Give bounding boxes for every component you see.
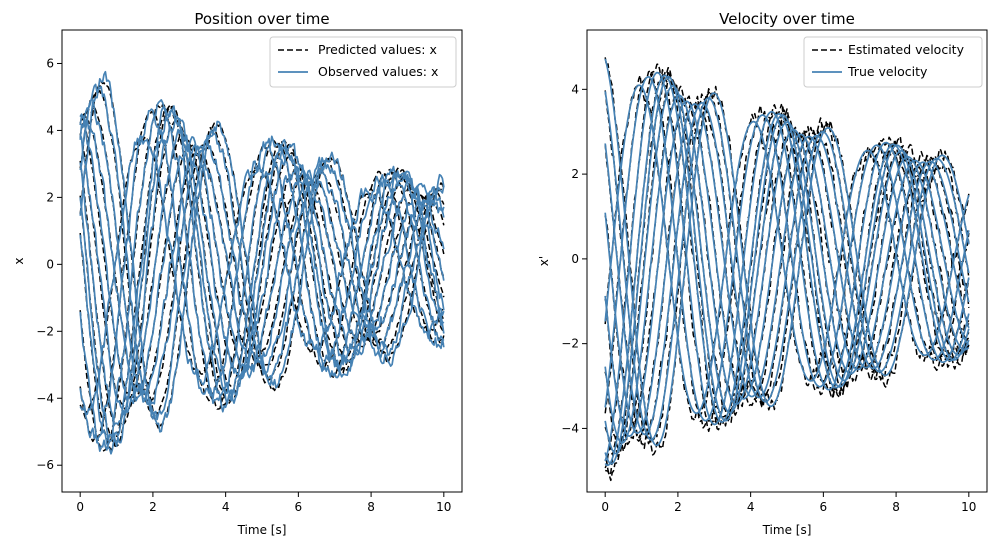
solid-series-line bbox=[604, 71, 970, 462]
velocity-chart-frame bbox=[586, 29, 988, 493]
solid-series-line bbox=[604, 75, 970, 422]
position-chart-title: Position over time bbox=[194, 10, 329, 28]
solid-series-line bbox=[79, 117, 445, 427]
solid-series-line bbox=[79, 105, 445, 455]
y-tick-label: 0 bbox=[46, 257, 54, 271]
position-chart-legend: Predicted values: x Observed values: x bbox=[269, 36, 457, 88]
position-legend-box bbox=[269, 36, 457, 88]
solid-series-line bbox=[79, 126, 445, 416]
y-tick-label: −2 bbox=[36, 324, 54, 338]
solid-series-line bbox=[79, 70, 445, 433]
x-tick-label: 4 bbox=[747, 500, 755, 514]
x-tick-label: 10 bbox=[961, 500, 976, 514]
y-tick-label: −4 bbox=[561, 421, 579, 435]
x-tick-label: 0 bbox=[601, 500, 609, 514]
velocity-chart-ticks: 0 2 4 6 8 10 −4 −2 0 2 4 bbox=[561, 82, 976, 514]
y-tick-label: 2 bbox=[46, 190, 54, 204]
solid-series-line bbox=[604, 94, 970, 444]
position-chart-series bbox=[79, 70, 445, 455]
position-chart-frame bbox=[61, 29, 463, 493]
solid-series-line bbox=[79, 99, 445, 452]
solid-series-line bbox=[604, 84, 970, 415]
position-chart-ylabel: x bbox=[12, 257, 26, 264]
solid-series-line bbox=[604, 58, 970, 447]
solid-series-line bbox=[604, 74, 970, 467]
position-chart-ticks: 0 2 4 6 8 10 −6 −4 −2 0 2 4 6 bbox=[36, 56, 451, 514]
position-chart-xlabel: Time [s] bbox=[237, 523, 287, 537]
x-tick-label: 6 bbox=[820, 500, 828, 514]
x-tick-label: 2 bbox=[674, 500, 682, 514]
y-tick-label: −4 bbox=[36, 391, 54, 405]
position-legend-predicted-label: Predicted values: x bbox=[318, 42, 437, 57]
solid-series-line bbox=[604, 91, 970, 441]
velocity-legend-true-label: True velocity bbox=[847, 64, 928, 79]
x-tick-label: 0 bbox=[76, 500, 84, 514]
x-tick-label: 10 bbox=[436, 500, 451, 514]
velocity-legend-box bbox=[803, 36, 983, 88]
x-tick-label: 6 bbox=[295, 500, 303, 514]
velocity-chart: Velocity over time 0 2 4 6 8 10 −4 −2 0 2 4 Time [… bbox=[537, 10, 988, 537]
x-tick-label: 8 bbox=[367, 500, 375, 514]
solid-series-line bbox=[604, 100, 970, 437]
y-tick-label: 4 bbox=[46, 123, 54, 137]
y-tick-label: 4 bbox=[571, 82, 579, 96]
velocity-chart-legend: Estimated velocity True velocity bbox=[803, 36, 983, 88]
solid-series-line bbox=[604, 101, 970, 436]
x-tick-label: 4 bbox=[222, 500, 230, 514]
y-tick-label: 6 bbox=[46, 56, 54, 70]
y-tick-label: −2 bbox=[561, 337, 579, 351]
solid-series-line bbox=[79, 83, 445, 421]
velocity-legend-estimated-label: Estimated velocity bbox=[848, 42, 965, 57]
y-tick-label: 0 bbox=[571, 252, 579, 266]
y-tick-label: 2 bbox=[571, 167, 579, 181]
position-legend-observed-label: Observed values: x bbox=[318, 64, 438, 79]
position-chart: Position over time 0 2 4 6 8 10 −6 −4 −2 0 2 4 6 Tim… bbox=[12, 10, 463, 537]
dashed-series-line bbox=[604, 90, 970, 445]
solid-series-line bbox=[79, 110, 445, 448]
dashed-series-line bbox=[604, 95, 970, 442]
solid-series-line bbox=[79, 136, 445, 416]
velocity-chart-xlabel: Time [s] bbox=[762, 523, 812, 537]
velocity-chart-ylabel: x' bbox=[537, 256, 551, 266]
solid-series-line bbox=[79, 108, 445, 443]
solid-series-line bbox=[604, 85, 970, 455]
velocity-chart-title: Velocity over time bbox=[719, 10, 855, 28]
y-tick-label: −6 bbox=[36, 458, 54, 472]
x-tick-label: 8 bbox=[892, 500, 900, 514]
x-tick-label: 2 bbox=[149, 500, 157, 514]
velocity-chart-series bbox=[604, 57, 970, 482]
